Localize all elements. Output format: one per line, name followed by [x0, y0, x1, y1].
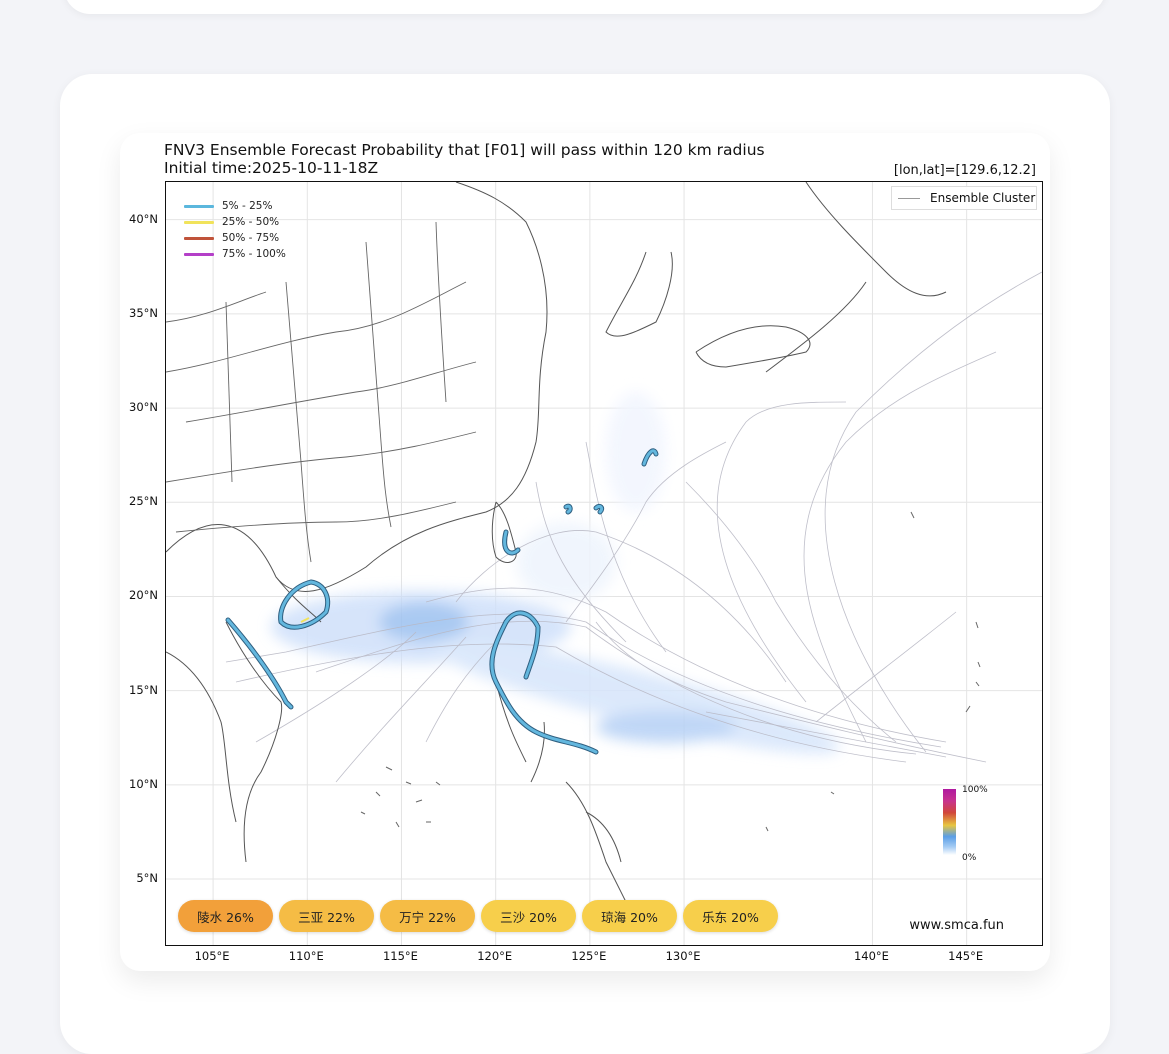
probability-density	[271, 392, 840, 754]
coordinate-readout: [lon,lat]=[129.6,12.2]	[893, 163, 1036, 178]
station-pill-label: 陵水 26%	[197, 909, 254, 925]
figure-title: FNV3 Ensemble Forecast Probability that …	[164, 141, 765, 159]
coastlines	[166, 182, 947, 923]
x-tick-label: 115°E	[382, 949, 418, 963]
contour-5-25-fill	[226, 449, 658, 754]
legend-item: 75% - 100%	[184, 246, 286, 262]
station-pills: 陵水 26% 三亚 22% 万宁 22% 三沙 20% 琼海 20% 乐东 20…	[178, 900, 778, 932]
legend-label: 75% - 100%	[222, 248, 286, 260]
station-pill-label: 乐东 20%	[702, 909, 759, 925]
map-canvas	[166, 182, 1042, 945]
legend-swatch	[184, 204, 214, 208]
contour-25-50	[300, 617, 310, 623]
y-tick-label: 20°N	[129, 588, 158, 603]
province-borders	[166, 221, 477, 563]
website-watermark: www.smca.fun	[909, 918, 1004, 933]
station-pill-label: 琼海 20%	[601, 909, 658, 925]
islands	[360, 511, 981, 832]
cluster-line-swatch	[898, 197, 920, 199]
probability-colorbar	[943, 789, 956, 855]
cluster-label: Ensemble Cluster	[930, 191, 1036, 205]
cluster-legend: Ensemble Cluster	[891, 186, 1037, 210]
station-pill-label: 三亚 22%	[298, 909, 355, 925]
station-pill[interactable]: 三沙 20%	[481, 900, 576, 932]
station-pill[interactable]: 万宁 22%	[380, 900, 475, 932]
y-tick-label: 10°N	[129, 776, 158, 791]
station-pill-label: 万宁 22%	[399, 909, 456, 925]
y-tick-label: 35°N	[129, 305, 158, 320]
forecast-figure: FNV3 Ensemble Forecast Probability that …	[120, 133, 1050, 971]
station-pill[interactable]: 乐东 20%	[683, 900, 778, 932]
map-grid	[166, 182, 1042, 945]
x-tick-label: 105°E	[194, 949, 230, 963]
x-tick-label: 130°E	[665, 949, 701, 963]
y-tick-label: 30°N	[129, 400, 158, 415]
legend-item: 5% - 25%	[184, 198, 286, 214]
x-tick-label: 110°E	[288, 949, 324, 963]
legend-swatch	[184, 252, 214, 256]
legend-swatch	[184, 236, 214, 240]
y-tick-label: 25°N	[129, 494, 158, 509]
legend-label: 5% - 25%	[222, 200, 273, 212]
x-tick-label: 145°E	[948, 949, 984, 963]
previous-card	[64, 0, 1106, 14]
legend-label: 25% - 50%	[222, 216, 280, 228]
station-pill-label: 三沙 20%	[500, 909, 557, 925]
station-pill[interactable]: 琼海 20%	[582, 900, 677, 932]
station-pill[interactable]: 陵水 26%	[178, 900, 273, 932]
station-pill[interactable]: 三亚 22%	[279, 900, 374, 932]
y-tick-label: 5°N	[136, 871, 158, 886]
colorbar-max-label: 100%	[962, 785, 988, 795]
legend-item: 50% - 75%	[184, 230, 286, 246]
legend-item: 25% - 50%	[184, 214, 286, 230]
y-tick-label: 15°N	[129, 682, 158, 697]
x-tick-label: 125°E	[571, 949, 607, 963]
x-tick-label: 140°E	[853, 949, 889, 963]
probability-legend: 5% - 25% 25% - 50% 50% - 75% 75% - 100%	[184, 198, 286, 262]
y-tick-label: 40°N	[129, 211, 158, 226]
figure-subtitle: Initial time:2025-10-11-18Z	[164, 159, 379, 177]
x-tick-label: 120°E	[477, 949, 513, 963]
colorbar-min-label: 0%	[962, 853, 977, 863]
map-plot-area[interactable]: 5% - 25% 25% - 50% 50% - 75% 75% - 100% …	[165, 181, 1043, 946]
legend-label: 50% - 75%	[222, 232, 280, 244]
legend-swatch	[184, 220, 214, 224]
ensemble-tracks	[225, 271, 1042, 783]
